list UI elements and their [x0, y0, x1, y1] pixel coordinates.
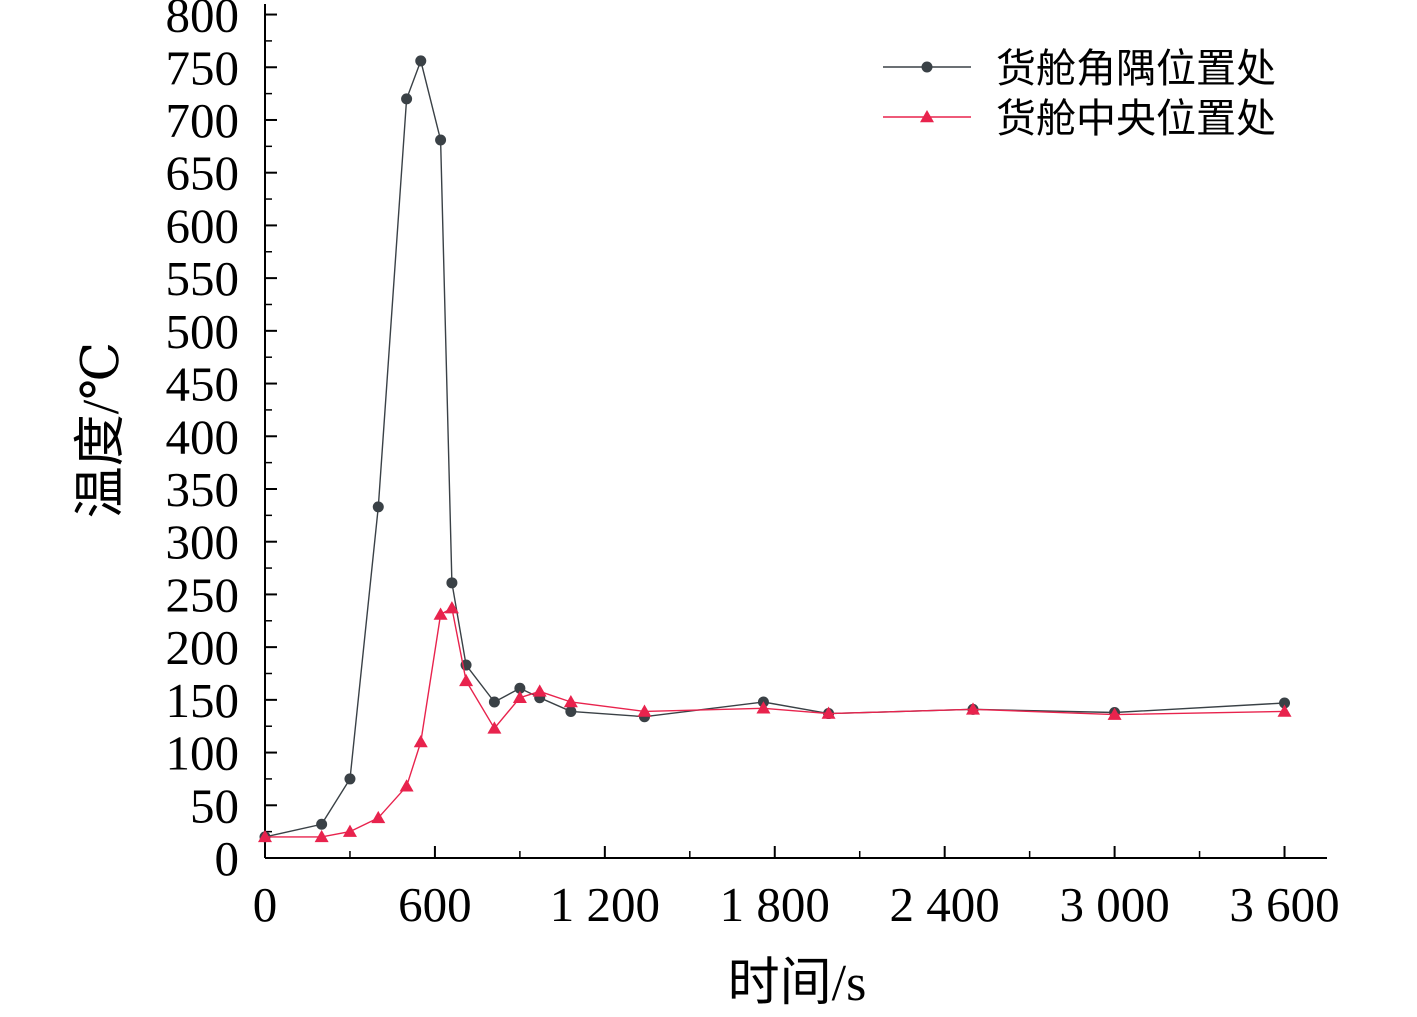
data-point — [512, 690, 527, 703]
data-point — [459, 673, 474, 687]
data-point — [314, 829, 329, 843]
axes: 0501001502002503003504004505005506006507… — [166, 0, 1340, 932]
data-point — [415, 55, 427, 67]
y-tick-label: 150 — [166, 673, 240, 728]
data-point — [1277, 704, 1292, 717]
x-tick-label: 3 000 — [1059, 877, 1169, 932]
y-tick-label: 600 — [166, 198, 240, 253]
data-point — [433, 607, 448, 620]
x-tick-label: 0 — [253, 877, 278, 932]
data-point — [563, 694, 578, 708]
series-1 — [259, 55, 1291, 843]
y-tick-label: 350 — [166, 462, 240, 517]
legend-label: 货舱角隅位置处 — [996, 46, 1276, 91]
data-point — [487, 721, 502, 734]
y-tick-label: 750 — [166, 40, 240, 95]
x-tick-label: 1 200 — [550, 877, 660, 932]
data-point — [413, 735, 428, 748]
series-line — [264, 58, 1285, 838]
data-point — [344, 773, 356, 785]
y-tick-label: 700 — [166, 93, 240, 148]
data-point — [371, 810, 386, 824]
legend-marker — [920, 110, 934, 123]
y-tick-label: 400 — [166, 409, 240, 464]
y-tick-label: 500 — [166, 304, 240, 359]
data-point — [446, 577, 458, 589]
data-point — [1107, 707, 1122, 720]
data-point — [514, 682, 526, 694]
y-tick-label: 100 — [166, 726, 240, 781]
y-tick-label: 550 — [166, 251, 240, 306]
y-tick-label: 450 — [166, 357, 240, 412]
data-point — [399, 779, 414, 792]
data-point — [756, 701, 771, 714]
data-point — [342, 824, 357, 837]
y-tick-label: 0 — [215, 831, 240, 886]
data-point — [966, 702, 980, 715]
data-point — [488, 696, 500, 708]
y-tick-label: 300 — [166, 515, 240, 570]
data-point — [258, 829, 272, 843]
data-point — [532, 684, 547, 697]
x-tick-label: 2 400 — [890, 877, 1000, 932]
x-tick-label: 3 600 — [1229, 877, 1339, 932]
data-point — [401, 93, 413, 105]
legend-marker — [921, 61, 933, 73]
data-point — [435, 134, 447, 146]
data-point — [316, 818, 328, 830]
series-line — [265, 607, 1285, 838]
data-point — [821, 706, 836, 719]
data-point — [372, 501, 384, 513]
legend-label: 货舱中央位置处 — [996, 96, 1276, 141]
data-point — [565, 705, 577, 717]
y-axis-label: 温度/℃ — [73, 342, 130, 519]
data-point — [444, 601, 459, 614]
x-tick-label: 600 — [398, 877, 472, 932]
series-2 — [258, 601, 1292, 843]
y-tick-label: 650 — [166, 146, 240, 201]
y-tick-label: 250 — [166, 567, 240, 622]
y-tick-label: 50 — [190, 778, 239, 833]
data-point — [637, 704, 652, 717]
x-tick-label: 1 800 — [720, 877, 830, 932]
y-tick-label: 200 — [166, 620, 240, 675]
series-layer — [258, 55, 1292, 843]
y-tick-label: 800 — [166, 0, 240, 43]
x-axis-label: 时间/s — [728, 955, 867, 1012]
data-point — [1279, 697, 1291, 709]
